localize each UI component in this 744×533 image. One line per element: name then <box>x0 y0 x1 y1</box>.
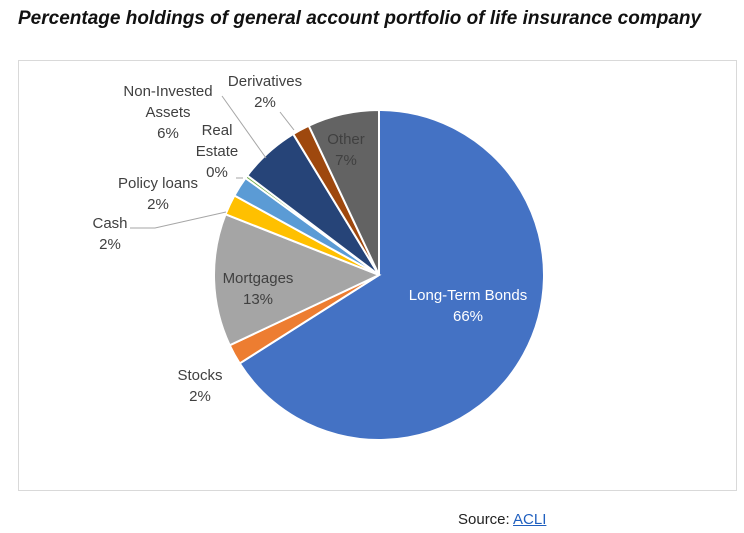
slice-label-long-term-bonds: Long-Term Bonds 66% <box>409 287 527 325</box>
slice-label-real-estate: Real Estate 0% <box>196 122 239 181</box>
slice-label-mortgages: Mortgages 13% <box>223 270 294 308</box>
slice-label-cash: Cash 2% <box>92 215 127 253</box>
pie-slice-long-term-bonds <box>238 108 545 441</box>
leader-line <box>221 95 267 159</box>
slice-label-stocks: Stocks 2% <box>177 367 222 405</box>
source-note: Source: ACLI <box>458 511 546 528</box>
chart-area <box>18 60 737 491</box>
pie-slice-mortgages <box>213 212 382 347</box>
leader-line <box>279 111 295 131</box>
chart-title: Percentage holdings of general account p… <box>18 8 702 29</box>
pie-slice-other <box>307 108 380 276</box>
slice-label-other: Other 7% <box>327 131 365 169</box>
source-label: Source: <box>458 511 510 528</box>
slice-label-policy-loans: Policy loans 2% <box>118 175 198 213</box>
source-link[interactable]: ACLI <box>513 511 547 528</box>
slice-label-non-invested-assets: Non-Invested Assets 6% <box>123 83 212 142</box>
leader-line <box>130 211 227 229</box>
slice-label-derivatives: Derivatives 2% <box>228 73 302 111</box>
